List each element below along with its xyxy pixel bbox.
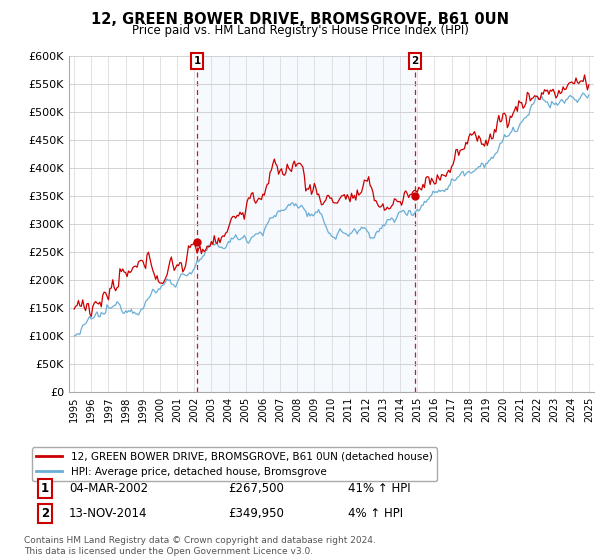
Text: 2: 2 (41, 507, 49, 520)
Text: 2: 2 (412, 56, 419, 66)
Text: 13-NOV-2014: 13-NOV-2014 (69, 507, 148, 520)
Bar (197, 56, 415, 392)
Legend: 12, GREEN BOWER DRIVE, BROMSGROVE, B61 0UN (detached house), HPI: Average price,: 12, GREEN BOWER DRIVE, BROMSGROVE, B61 0… (32, 447, 437, 481)
Text: 04-MAR-2002: 04-MAR-2002 (69, 482, 148, 495)
Text: 1: 1 (41, 482, 49, 495)
Text: Price paid vs. HM Land Registry's House Price Index (HPI): Price paid vs. HM Land Registry's House … (131, 24, 469, 36)
Text: 4% ↑ HPI: 4% ↑ HPI (348, 507, 403, 520)
Text: £267,500: £267,500 (228, 482, 284, 495)
Text: 12, GREEN BOWER DRIVE, BROMSGROVE, B61 0UN: 12, GREEN BOWER DRIVE, BROMSGROVE, B61 0… (91, 12, 509, 27)
Text: 1: 1 (194, 56, 201, 66)
Text: Contains HM Land Registry data © Crown copyright and database right 2024.
This d: Contains HM Land Registry data © Crown c… (24, 536, 376, 556)
Text: £349,950: £349,950 (228, 507, 284, 520)
Text: 41% ↑ HPI: 41% ↑ HPI (348, 482, 410, 495)
